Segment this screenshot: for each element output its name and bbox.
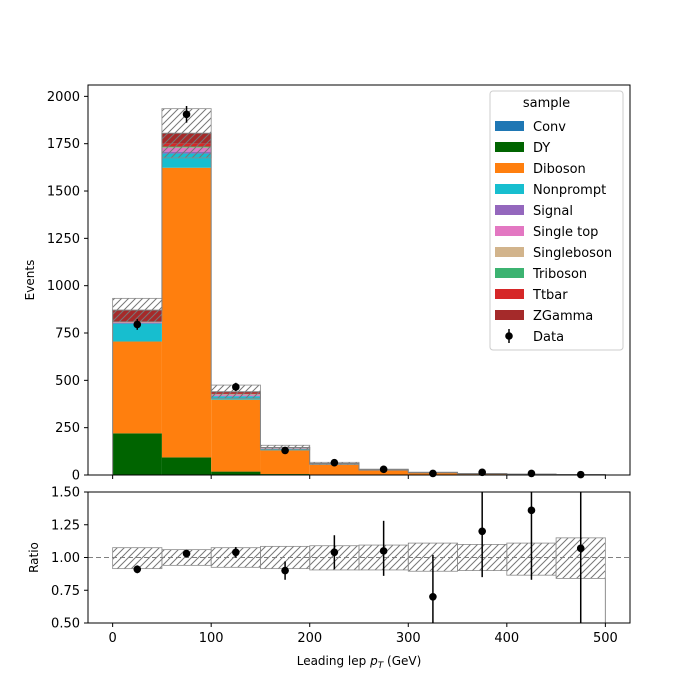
ratio-point: [232, 548, 240, 557]
ratio-y-tick-label: 1.00: [51, 551, 80, 566]
y-axis-ticks: 0 250 500 750 1000 1250 1500 1750 2000: [47, 90, 88, 484]
ratio-point: [379, 547, 388, 555]
ratio-y-tick-label: 1.50: [51, 486, 80, 501]
ratio-point: [478, 527, 486, 536]
legend-swatch: [495, 247, 524, 257]
legend-swatch: [495, 142, 524, 152]
bar-diboson: [309, 464, 359, 475]
legend-entries: Conv DY Diboson Nonprompt Signal Single top Si…: [495, 120, 612, 345]
legend-swatch: [495, 121, 524, 131]
y-tick-label: 500: [55, 374, 80, 389]
ratio-point: [330, 548, 339, 557]
ratio-panel: 0.50 0.75 1.00 1.25 1.50 0 100 200 300 400 500 Ra…: [27, 486, 631, 671]
legend-label: Diboson: [533, 162, 586, 177]
legend-label: Ttbar: [532, 288, 568, 303]
data-point: [330, 458, 339, 467]
bar-diboson: [211, 399, 261, 472]
x-axis-ticks: 0 100 200 300 400 500: [108, 623, 618, 646]
legend-frame: [489, 90, 624, 351]
bar-nonprompt: [112, 323, 162, 342]
data-point: [281, 446, 289, 455]
x-tick-label: 0: [108, 631, 116, 646]
bar-dy: [161, 457, 212, 475]
x-tick-label: 200: [297, 631, 322, 646]
data-point: [133, 320, 142, 329]
data-point: [232, 383, 240, 391]
ratio-y-tick-label: 0.75: [51, 584, 80, 599]
legend-swatch: [495, 310, 524, 320]
x-tick-label: 500: [593, 631, 618, 646]
main-histogram-panel: 0 250 500 750 1000 1250 1500 1750 2000 Events: [23, 84, 631, 484]
legend-swatch: [495, 205, 524, 215]
x-axis-ticks-top-panel: [112, 475, 606, 479]
legend-label: Conv: [533, 120, 566, 135]
data-point: [527, 469, 536, 478]
ratio-points: [133, 492, 585, 623]
legend-label: ZGamma: [533, 309, 593, 324]
main-axes-frame: [87, 84, 631, 476]
bar-dy: [211, 471, 261, 475]
y-tick-label: 2000: [47, 90, 80, 105]
x-axis-label: Leading lep pT (GeV): [297, 654, 422, 671]
legend-swatch: [495, 184, 524, 194]
y-tick-label: 1000: [47, 279, 80, 294]
legend-label: Signal: [533, 204, 573, 219]
ratio-point: [281, 566, 289, 575]
ratio-axes-frame: [87, 491, 631, 624]
bar-diboson: [260, 450, 310, 475]
y-tick-label: 1750: [47, 137, 80, 152]
data-points: [133, 106, 585, 479]
ratio-point: [429, 593, 437, 601]
y-tick-label: 750: [55, 327, 80, 342]
data-point: [379, 465, 388, 474]
ratio-point: [133, 565, 142, 574]
legend: sample Conv DY Diboson Nonprompt Signal Singl…: [489, 90, 624, 351]
legend-label: Nonprompt: [533, 183, 606, 198]
x-tick-label: 400: [494, 631, 519, 646]
y-tick-label: 1250: [47, 232, 80, 247]
ratio-y-axis-ticks: 0.50 0.75 1.00 1.25 1.50: [51, 486, 88, 632]
uncertainty-band: [112, 108, 606, 476]
ratio-y-tick-label: 0.50: [51, 617, 80, 632]
ratio-y-tick-label: 1.25: [51, 518, 80, 533]
ratio-point: [576, 544, 585, 553]
y-tick-label: 1500: [47, 185, 80, 200]
x-tick-label: 100: [199, 631, 224, 646]
legend-label: Single top: [533, 225, 598, 240]
legend-label: Triboson: [532, 267, 587, 282]
y-axis-label: Events: [23, 260, 37, 301]
legend-label: Data: [533, 330, 564, 345]
y-tick-label: 250: [55, 421, 80, 436]
x-tick-label: 300: [396, 631, 421, 646]
ratio-point: [182, 549, 191, 558]
legend-swatch: [495, 163, 524, 173]
legend-label: Singleboson: [533, 246, 612, 261]
data-point: [429, 469, 437, 478]
legend-label: DY: [533, 141, 550, 156]
bar-dy: [112, 433, 162, 475]
ratio-y-axis-label: Ratio: [27, 542, 41, 573]
legend-swatch: [495, 268, 524, 278]
data-point: [478, 468, 486, 477]
bar-diboson: [161, 167, 212, 458]
legend-data-marker: [505, 332, 513, 340]
legend-title: sample: [523, 96, 570, 111]
legend-swatch: [495, 289, 524, 299]
y-tick-label: 0: [72, 469, 80, 484]
ratio-point: [527, 506, 536, 515]
bar-diboson: [112, 341, 162, 434]
legend-swatch: [495, 226, 524, 236]
data-point: [182, 110, 191, 119]
